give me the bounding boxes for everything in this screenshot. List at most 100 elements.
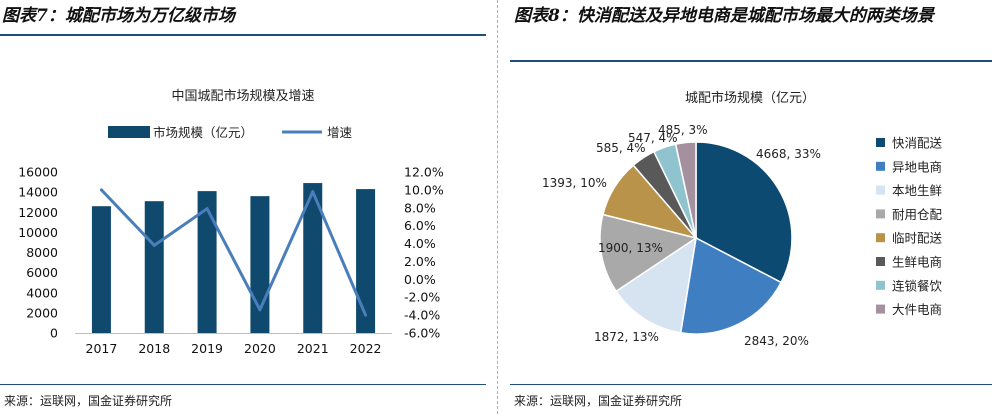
pie-slice <box>695 141 793 284</box>
growth-point <box>258 308 262 312</box>
figure-7-title: 图表7：城配市场为万亿级市场 <box>2 6 235 26</box>
bar <box>144 201 164 333</box>
slice-percent: 13% <box>636 241 663 255</box>
slice-value: 485 <box>658 123 681 137</box>
legend-line-label: 增速 <box>327 125 353 140</box>
growth-point <box>99 188 103 192</box>
y2-tick-label: -4.0% <box>404 308 440 323</box>
slice-percent: 4% <box>659 131 678 145</box>
source-note: 来源：运联网，国金证券研究所 <box>514 394 683 408</box>
slice-percent: 10% <box>580 176 607 190</box>
y-tick-label: 0 <box>50 326 58 341</box>
source-note: 来源：运联网，国金证券研究所 <box>4 394 173 408</box>
slice-label: 4668, 33% <box>756 147 821 161</box>
y2-tick-label: 10.0% <box>404 182 444 197</box>
growth-line <box>100 188 367 316</box>
growth-point <box>311 190 315 194</box>
y2-tick-label: 6.0% <box>404 218 436 233</box>
title-rule <box>510 60 992 62</box>
slice-label: 485, 3% <box>658 123 708 137</box>
slice-separator: , <box>651 131 659 145</box>
legend-bar-label: 市场规模（亿元） <box>153 125 253 140</box>
source-rule <box>510 384 992 385</box>
slice-value: 2843 <box>744 334 775 348</box>
slice-percent: 3% <box>689 123 708 137</box>
pie-slice <box>599 213 698 293</box>
growth-point <box>364 313 368 317</box>
panel-divider <box>497 0 498 414</box>
slice-value: 547 <box>628 131 651 145</box>
y-tick-label: 14000 <box>18 185 58 200</box>
slice-separator: , <box>775 334 783 348</box>
slice-label: 547, 4% <box>628 131 678 145</box>
legend-swatch <box>876 185 885 195</box>
legend-label: 耐用仓配 <box>892 207 943 222</box>
x-tick-label: 2017 <box>86 341 118 356</box>
slice-separator: , <box>625 330 633 344</box>
slice-label: 1900, 13% <box>598 241 663 255</box>
pie-slice <box>674 141 697 239</box>
left-panel: 图表7：城配市场为万亿级市场 中国城配市场规模及增速市场规模（亿元） 增速 0 200… <box>0 0 486 414</box>
slice-label: 1393, 10% <box>542 176 607 190</box>
slice-value: 1900 <box>598 241 629 255</box>
slice-value: 1872 <box>594 330 625 344</box>
legend-label: 生鲜电商 <box>892 255 942 270</box>
y-tick-label: 10000 <box>18 225 58 240</box>
y2-tick-label: -6.0% <box>404 326 440 341</box>
bar <box>91 206 111 333</box>
title-rule <box>0 34 486 36</box>
y2-tick-label: 0.0% <box>404 272 436 287</box>
slice-percent: 4% <box>627 141 646 155</box>
bar <box>250 196 270 333</box>
legend-bar-swatch <box>108 126 150 138</box>
source-rule <box>0 384 486 385</box>
growth-point <box>152 243 156 247</box>
legend-label: 本地生鲜 <box>892 183 942 198</box>
y2-tick-label: 12.0% <box>404 165 444 180</box>
legend-swatch <box>876 280 885 290</box>
legend-label: 临时配送 <box>892 231 943 246</box>
slice-separator: , <box>629 241 637 255</box>
y2-tick-label: -2.0% <box>404 290 440 305</box>
pie-chart: 城配市场规模（亿元）4668, 33%2843, 20%1872, 13%190… <box>542 90 943 348</box>
bar <box>303 183 323 333</box>
y-tick-label: 8000 <box>26 245 58 260</box>
y-tick-label: 2000 <box>26 305 58 320</box>
legend-swatch <box>876 233 885 243</box>
slice-value: 1393 <box>542 176 573 190</box>
legend-label: 大件电商 <box>892 302 942 317</box>
legend-swatch <box>876 138 885 147</box>
y-tick-label: 6000 <box>26 265 58 280</box>
growth-point <box>205 207 209 211</box>
bar <box>356 189 376 333</box>
y-tick-label: 16000 <box>18 165 58 180</box>
slice-label: 585, 4% <box>596 141 646 155</box>
x-tick-label: 2019 <box>191 341 223 356</box>
y2-tick-label: 8.0% <box>404 200 436 215</box>
right-panel: 图表8：快消配送及异地电商是城配市场最大的两类场景 城配市场规模（亿元） 4668… <box>510 0 992 414</box>
legend-swatch <box>876 304 885 314</box>
legend-label: 快消配送 <box>892 136 943 151</box>
pie-slice <box>679 236 783 335</box>
legend-swatch <box>876 257 885 266</box>
y-tick-label: 12000 <box>18 205 58 220</box>
slice-separator: , <box>681 123 689 137</box>
slice-percent: 20% <box>782 334 809 348</box>
legend-swatch <box>876 161 885 171</box>
slice-label: 1872, 13% <box>594 330 659 344</box>
y2-tick-label: 2.0% <box>404 254 436 269</box>
chart-title: 中国城配市场规模及增速 <box>171 88 314 104</box>
y2-tick-label: 4.0% <box>404 236 436 251</box>
legend-label: 异地电商 <box>892 159 942 174</box>
pie-slice <box>615 236 698 334</box>
slice-separator: , <box>573 176 581 190</box>
legend-label: 连锁餐饮 <box>892 278 943 293</box>
slice-value: 4668 <box>756 147 787 161</box>
x-tick-label: 2022 <box>350 341 382 356</box>
legend-swatch <box>876 209 885 219</box>
y-tick-label: 4000 <box>26 285 58 300</box>
bar <box>197 191 217 333</box>
x-tick-label: 2021 <box>297 341 329 356</box>
slice-label: 2843, 20% <box>744 334 809 348</box>
